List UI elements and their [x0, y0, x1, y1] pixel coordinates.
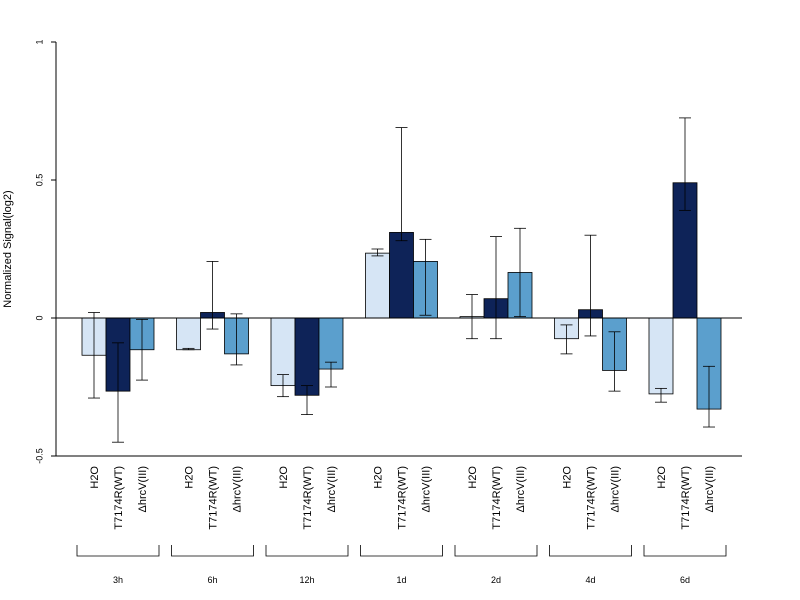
bar-category-label: T7174R(WT): [208, 466, 220, 530]
bar-category-label: H2O: [373, 466, 385, 489]
bar-category-label: ΔhrcV(III): [610, 466, 622, 512]
bar-category-label: ΔhrcV(III): [704, 466, 716, 512]
group-label: 1d: [396, 575, 406, 585]
bar-category-label: ΔhrcV(III): [515, 466, 527, 512]
group-bracket: [265, 545, 349, 557]
bar-category-label: ΔhrcV(III): [421, 466, 433, 512]
group-bracket: [643, 545, 727, 557]
bar-category-label: H2O: [562, 466, 574, 489]
bar-category-label: H2O: [278, 466, 290, 489]
category-labels: H2O T7174R(WT) ΔhrcV(III) 3h H2O T7174R(WT) Δh…: [76, 466, 727, 585]
bar-category-label: T7174R(WT): [397, 466, 409, 530]
bar-category-label: T7174R(WT): [302, 466, 314, 530]
y-tick-label: 0.5: [34, 174, 44, 187]
group-label: 2d: [491, 575, 501, 585]
bar-category-label: T7174R(WT): [491, 466, 503, 530]
y-tick-label: 0: [34, 315, 44, 320]
group-bracket: [76, 545, 160, 557]
bar-category-label: T7174R(WT): [586, 466, 598, 530]
bar: [365, 252, 390, 319]
group-bracket: [360, 545, 443, 557]
bar-category-label: ΔhrcV(III): [326, 466, 338, 512]
y-tick-label: -0.5: [34, 448, 44, 464]
bar: [176, 317, 201, 351]
bar-category-label: ΔhrcV(III): [232, 466, 244, 512]
group-label: 3h: [113, 575, 123, 585]
group-bracket: [454, 545, 538, 557]
bar-category-label: ΔhrcV(III): [137, 466, 149, 512]
bar: [648, 317, 674, 395]
group-label: 12h: [299, 575, 314, 585]
group-label: 6d: [680, 575, 690, 585]
group-label: 4d: [585, 575, 595, 585]
bar-category-label: H2O: [656, 466, 668, 489]
group-bracket: [171, 545, 254, 557]
bar-category-label: H2O: [184, 466, 196, 489]
group-label: 6h: [207, 575, 217, 585]
bar-category-label: T7174R(WT): [680, 466, 692, 530]
bar: [294, 317, 320, 396]
bar-category-label: T7174R(WT): [113, 466, 125, 530]
bar-category-label: H2O: [467, 466, 479, 489]
y-tick-label: 1: [34, 39, 44, 44]
bar: [318, 317, 344, 370]
axes: -0.5 0 0.5 1: [34, 39, 742, 464]
error-bars: [56, 117, 742, 443]
bar: [389, 232, 414, 319]
bar-category-label: H2O: [89, 466, 101, 489]
group-bracket: [549, 545, 632, 557]
y-axis-label: Normalized Signal(log2): [2, 190, 14, 307]
